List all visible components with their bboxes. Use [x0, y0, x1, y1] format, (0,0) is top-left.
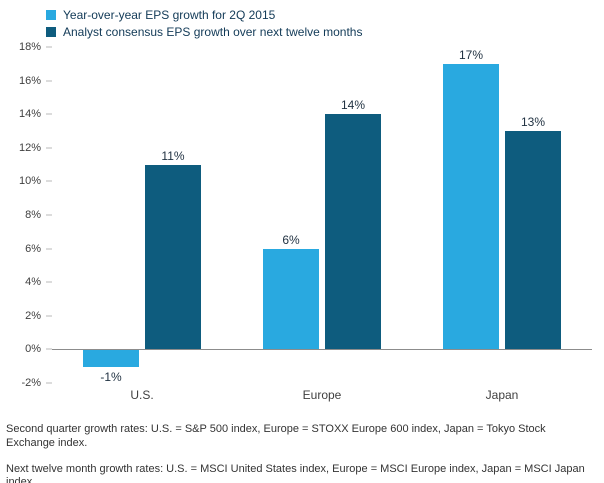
y-tick-mark: [46, 382, 52, 384]
y-tick-label: -2%: [21, 377, 41, 389]
bar: [145, 164, 201, 350]
footnote-second-quarter: Second quarter growth rates: U.S. = S&P …: [6, 423, 546, 449]
y-tick-label: 6%: [25, 242, 41, 255]
bar-value-label: 6%: [282, 232, 300, 247]
y-tick-label: 8%: [25, 209, 41, 221]
x-category-label: Japan: [485, 388, 519, 402]
y-tick-mark: [46, 315, 52, 317]
y-tick-label: 0%: [25, 343, 41, 356]
x-axis: U.S. Europe Japan: [52, 383, 592, 405]
bar: [505, 131, 561, 350]
y-tick-label: 16%: [18, 74, 41, 87]
y-tick-mark: [46, 180, 52, 182]
chart-body: -2% 0% 2% 4% 6% 8% 10% 12% 14% 16% 18% -1% 11% 6% 14%…: [6, 41, 592, 389]
y-tick-mark: [46, 147, 52, 149]
legend-swatch: [46, 10, 56, 20]
legend-label: Year-over-year EPS growth for 2Q 2015: [63, 8, 276, 22]
chart-legend: Year-over-year EPS growth for 2Q 2015 Ana…: [46, 8, 592, 39]
x-category-label: U.S.: [130, 388, 154, 402]
legend-swatch: [46, 27, 56, 37]
x-category-label: Europe: [302, 388, 342, 402]
y-tick-label: 12%: [18, 141, 41, 154]
footnote-next-twelve-months: Next twelve month growth rates: U.S. = M…: [6, 462, 585, 483]
y-tick-label: 18%: [18, 41, 41, 53]
y-tick-mark: [46, 80, 52, 82]
y-axis: -2% 0% 2% 4% 6% 8% 10% 12% 14% 16% 18%: [6, 41, 52, 389]
y-tick-mark: [46, 113, 52, 115]
bar: [325, 114, 381, 350]
bar-value-label: 14%: [340, 98, 366, 113]
bar-value-label: 13%: [520, 115, 546, 129]
bar: [263, 248, 319, 350]
bar-value-label: 11%: [161, 148, 185, 163]
legend-label: Analyst consensus EPS growth over next t…: [63, 25, 363, 39]
bar-value-label: -1%: [100, 370, 122, 385]
y-tick-label: 10%: [18, 175, 41, 188]
y-tick-label: 2%: [25, 309, 41, 322]
y-tick-label: 14%: [18, 108, 41, 121]
legend-item: Year-over-year EPS growth for 2Q 2015: [46, 8, 592, 22]
y-tick-mark: [46, 214, 52, 216]
y-tick-mark: [46, 248, 52, 250]
plot-area: -1% 11% 6% 14% 17% 13%: [52, 47, 592, 385]
legend-item: Analyst consensus EPS growth over next t…: [46, 25, 592, 39]
bar: [443, 63, 499, 350]
footnotes: Second quarter growth rates: U.S. = S&P …: [6, 423, 592, 483]
bar-value-label: 17%: [458, 47, 484, 62]
y-tick-mark: [46, 46, 52, 48]
y-tick-mark: [46, 348, 52, 350]
y-tick-label: 4%: [25, 276, 41, 289]
zero-axis-line: [52, 349, 592, 351]
bar: [83, 350, 139, 368]
y-tick-mark: [46, 281, 52, 283]
